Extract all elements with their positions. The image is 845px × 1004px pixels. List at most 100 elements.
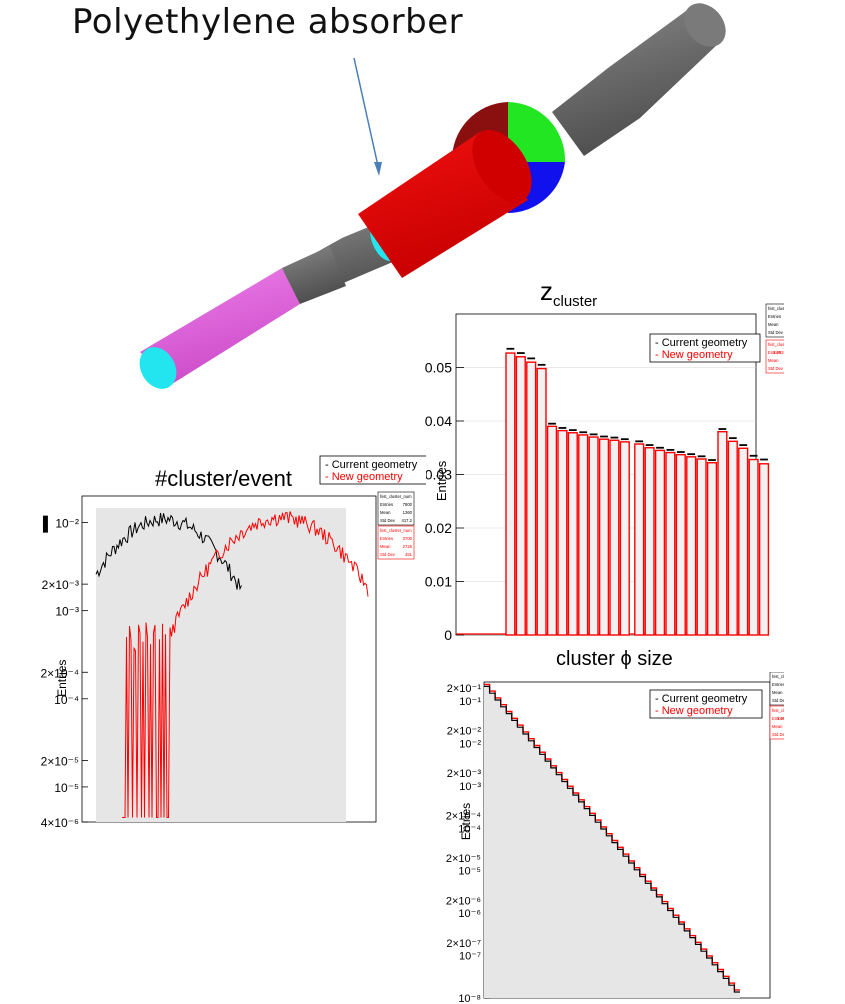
phisize-ytick-label: 10⁻⁵ bbox=[458, 866, 481, 878]
zcluster-bar-new bbox=[536, 367, 547, 636]
phisize-new-stat-label: Entries bbox=[772, 716, 784, 721]
nclusters-chart: 10⁻² 2×10⁻³ 10⁻³ 2×10⁻⁴ 10⁻⁴ 2×10⁻⁵ 10⁻⁵ 4×10⁻⁶… bbox=[38, 455, 426, 830]
nclusters-current-stat-label: Mean bbox=[380, 510, 391, 515]
phisize-ytick-label: 2×10⁻⁶ bbox=[446, 895, 481, 907]
phisize-ytick-label: 10⁻⁶ bbox=[458, 908, 481, 920]
zcluster-title: zcluster bbox=[540, 276, 597, 310]
caption-polyethylene-absorber: Polyethylene absorber bbox=[72, 2, 464, 42]
zcluster-ytick-label: 0 bbox=[444, 627, 452, 640]
nclusters-current-stat-value: 1360 bbox=[403, 510, 413, 515]
nclusters-new-stat-label: Entries bbox=[380, 536, 393, 541]
zcluster-legend-new: - New geometry bbox=[655, 349, 733, 361]
phisize-ytick-label: 2×10⁻¹ bbox=[447, 683, 482, 695]
nclusters-current-stat-label: Entries bbox=[380, 502, 393, 507]
nclusters-new-stat-value: 481 bbox=[405, 552, 413, 557]
zcluster-bar-new bbox=[758, 463, 770, 636]
phisize-ytick-label: 10⁻³ bbox=[459, 781, 481, 793]
phisize-ytick-label: 2×10⁻⁵ bbox=[446, 853, 481, 865]
zcluster-current-stat-box bbox=[765, 303, 784, 338]
nclusters-ytick-label: 10⁻⁵ bbox=[54, 781, 79, 795]
phisize-current-stat-label: Std Dev bbox=[772, 698, 784, 703]
phisize-ytick-label: 10⁻⁷ bbox=[459, 951, 481, 963]
zcluster-bar-new bbox=[609, 439, 620, 636]
cyan-pipe-end bbox=[139, 347, 177, 389]
phisize-ytick-label: 10⁻⁸ bbox=[458, 993, 481, 1002]
magenta-pipe bbox=[140, 268, 300, 384]
phisize-current-stat-box bbox=[769, 672, 784, 706]
zcluster-bar-new bbox=[696, 458, 707, 636]
zcluster-current-stat-name: hist_cluster_z bbox=[768, 306, 784, 311]
phisize-legend-current: - Current geometry bbox=[655, 693, 748, 705]
phisize-series-current bbox=[484, 685, 740, 993]
zcluster-bar-new bbox=[634, 443, 645, 636]
phisize-new-stat-label: Mean bbox=[772, 724, 783, 729]
zcluster-title-main: z bbox=[540, 276, 553, 306]
nclusters-legend-new: - New geometry bbox=[325, 471, 403, 483]
zcluster-bar-new bbox=[598, 438, 610, 636]
phisize-ytick-label: 10⁻¹ bbox=[459, 696, 481, 708]
phisize-new-stat-name: hist_cluster_size bbox=[772, 708, 784, 713]
nclusters-ytick-label: 2×10⁻⁴ bbox=[40, 666, 79, 680]
zcluster-current-stat-label: Entries bbox=[768, 314, 781, 319]
phisize-new-stat-value: 1.292659e+07 bbox=[777, 716, 784, 721]
nclusters-ytick-label: 10⁻³ bbox=[55, 605, 79, 619]
zcluster-bar-new bbox=[546, 425, 558, 636]
phisize-title: cluster ϕ size bbox=[556, 648, 673, 670]
phisize-legend-new: - New geometry bbox=[655, 705, 733, 717]
phisize-new-stat-label: Std Dev bbox=[772, 732, 784, 737]
phisize-ytick-label: 10⁻⁴ bbox=[458, 823, 481, 835]
zcluster-ytick-label: 0.04 bbox=[425, 413, 452, 429]
nclusters-ytick-label: 10⁻⁴ bbox=[54, 693, 79, 707]
nclusters-current-stat-value: 417.2 bbox=[402, 518, 413, 523]
zcluster-new-stat-label: Mean bbox=[768, 358, 779, 363]
zcluster-bar-new bbox=[619, 441, 630, 636]
zcluster-bar-new bbox=[515, 356, 526, 636]
zcluster-current-stat-label: Mean bbox=[768, 322, 779, 327]
nclusters-current-stat-label: Std Dev bbox=[380, 518, 396, 523]
nclusters-current-stat-box bbox=[377, 491, 415, 526]
zcluster-bar-new bbox=[738, 447, 749, 636]
red-absorber-end bbox=[472, 129, 532, 203]
zcluster-bar-new bbox=[727, 440, 738, 636]
zcluster-bar-new bbox=[644, 447, 655, 636]
zcluster-ytick-label: 0.01 bbox=[425, 574, 452, 590]
zcluster-bar-new bbox=[578, 434, 589, 636]
zcluster-legend-current: - Current geometry bbox=[655, 337, 748, 349]
zcluster-bar-new bbox=[654, 449, 666, 636]
gray-tube-end bbox=[684, 3, 726, 47]
zcluster-bar-new bbox=[505, 352, 516, 636]
gray-pipe-left bbox=[282, 246, 346, 304]
nclusters-series-current bbox=[95, 512, 242, 591]
nclusters-ytick-label: 2×10⁻³ bbox=[42, 578, 79, 592]
nclusters-series-new bbox=[122, 511, 369, 818]
nclusters-ytick-label: 2×10⁻⁵ bbox=[41, 754, 79, 768]
zcluster-bar-new bbox=[706, 462, 718, 636]
phisize-ytick-label: 2×10⁻² bbox=[447, 726, 482, 738]
zcluster-bar-new bbox=[567, 432, 578, 636]
zcluster-bar-new bbox=[665, 451, 676, 636]
zcluster-new-stat-box bbox=[765, 339, 784, 374]
zcluster-bar-new bbox=[526, 361, 537, 636]
nclusters-current-stat-name: hist_cluster_num bbox=[380, 494, 412, 499]
arrow-head-icon bbox=[374, 162, 382, 176]
zcluster-bar-new bbox=[675, 454, 686, 636]
nclusters-ytick-label: 10⁻² bbox=[55, 517, 79, 531]
zcluster-chart: 0.05 0.04 0.03 0.02 0.01 0 Entries - Current ge… bbox=[425, 303, 784, 640]
detector-geometry-drawing bbox=[139, 3, 726, 389]
nclusters-new-stat-name: hist_cluster_num bbox=[380, 528, 412, 533]
phisize-ytick-label: 10⁻² bbox=[459, 738, 481, 750]
phisize-ytick-label: 2×10⁻³ bbox=[447, 768, 482, 780]
nclusters-new-stat-label: Mean bbox=[380, 544, 391, 549]
zcluster-legend-box bbox=[649, 333, 761, 363]
zcluster-ytick-label: 0.03 bbox=[425, 467, 452, 483]
nclusters-new-stat-box bbox=[377, 525, 415, 560]
zcluster-title-sub: cluster bbox=[553, 293, 598, 311]
nclusters-new-stat-value: 2725 bbox=[403, 544, 413, 549]
phisize-current-stat-label: Mean bbox=[772, 690, 783, 695]
zcluster-bar-new bbox=[557, 429, 568, 636]
nclusters-ylabel: Entries bbox=[55, 660, 69, 697]
zcluster-new-stat-value: 1.292659e+07 bbox=[773, 350, 784, 355]
phisize-current-stat-label: Entries bbox=[772, 682, 784, 687]
phisize-legend-box bbox=[649, 689, 763, 719]
zcluster-current-stat-label: Std Dev bbox=[768, 330, 784, 335]
